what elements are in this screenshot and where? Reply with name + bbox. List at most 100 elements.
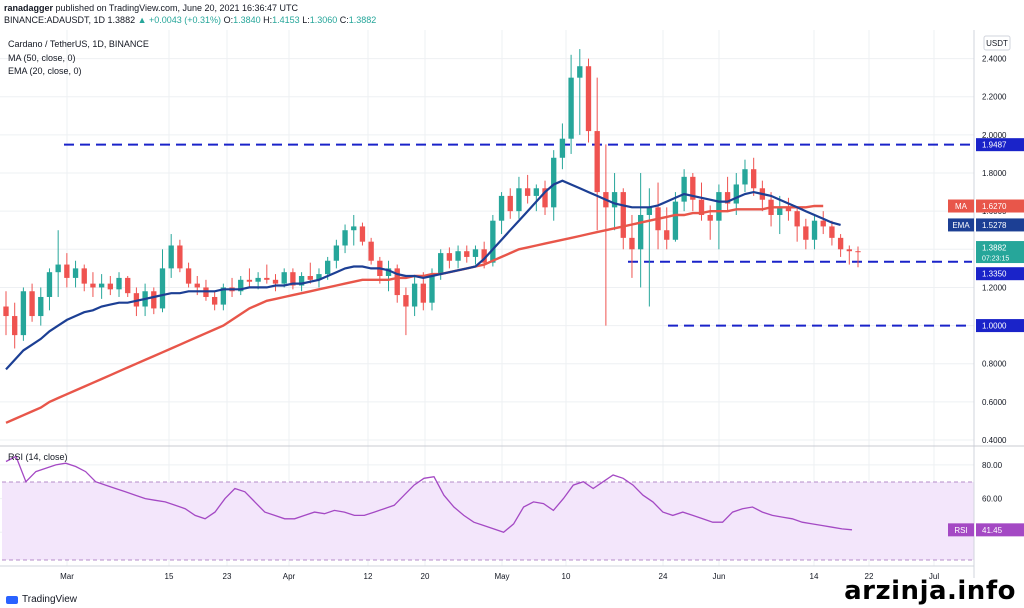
time-tick-label: 14 — [810, 572, 819, 581]
tradingview-logo[interactable]: TradingView — [6, 594, 77, 605]
ma-legend[interactable]: MA (50, close, 0) — [8, 53, 76, 63]
candle-body — [359, 226, 366, 242]
l-label: L: — [302, 15, 310, 25]
candle-body — [238, 279, 244, 292]
level2-tag-value: 1.3350 — [982, 270, 1007, 279]
candle-body — [394, 268, 400, 296]
candle-body — [194, 283, 200, 288]
candle-body — [446, 253, 453, 261]
time-axis[interactable]: Mar 15 23 Apr 12 20 May 10 24 Jun 14 22 Jul — [60, 572, 939, 581]
price-tag-bg — [976, 241, 1024, 264]
price-tick-label: 0.8000 — [982, 360, 1007, 369]
rsi-legend[interactable]: RSI (14, close) — [8, 452, 68, 462]
close-value: 1.3882 — [348, 15, 377, 25]
candle-body — [855, 251, 861, 253]
candle-body — [559, 138, 566, 158]
candle-body — [20, 291, 27, 336]
candle-body — [751, 169, 757, 189]
ma-tag-value: 1.6270 — [982, 202, 1007, 211]
level1-tag-value: 1.9487 — [982, 141, 1007, 150]
time-tick-label: Jul — [929, 572, 939, 581]
candle-body — [125, 277, 131, 294]
candle-body — [185, 268, 192, 284]
time-tick-label: 10 — [562, 572, 571, 581]
price-tick-label: 0.4000 — [982, 436, 1007, 445]
level3-tag-value: 1.0000 — [982, 322, 1007, 331]
publisher-name[interactable]: ranadagger — [4, 3, 54, 13]
candle-body — [438, 253, 444, 275]
candle-body — [325, 260, 331, 275]
ema-legend[interactable]: EMA (20, close, 0) — [8, 66, 82, 76]
change: ▲ +0.0043 (+0.31%) — [137, 15, 222, 25]
candle-body — [611, 192, 618, 208]
candle-body — [498, 195, 505, 221]
publish-info: ranadagger published on TradingView.com,… — [4, 3, 298, 13]
candle-body — [829, 226, 835, 238]
candle-body — [307, 276, 313, 280]
candle-body — [620, 192, 626, 238]
candle-body — [490, 220, 496, 263]
candle-body — [316, 274, 322, 280]
symbol-legend[interactable]: Cardano / TetherUS, 1D, BINANCE — [8, 39, 149, 49]
time-tick-label: 15 — [165, 572, 174, 581]
candle-body — [90, 283, 96, 288]
publish-date: published on TradingView.com, June 20, 2… — [55, 3, 299, 13]
o-label: O: — [223, 15, 234, 25]
level1-tag-bg — [976, 138, 1024, 152]
candle-body — [159, 268, 166, 309]
candle-body — [472, 249, 479, 257]
candle-body — [551, 157, 557, 208]
low-value: 1.3060 — [309, 15, 338, 25]
candle-body — [524, 188, 531, 196]
candle-body — [507, 195, 513, 212]
candle-body — [455, 251, 461, 261]
price-tag-value: 1.3882 — [982, 244, 1007, 253]
time-tick-label: 12 — [364, 572, 373, 581]
time-tick-label: May — [494, 572, 509, 581]
candle-body — [107, 283, 113, 290]
candle-body — [298, 276, 305, 286]
candle-body — [98, 283, 105, 288]
candle-body — [255, 277, 261, 282]
candle-body — [681, 176, 687, 202]
candle-body — [811, 220, 818, 240]
ohlc-bar: BINANCE:ADAUSDT, 1D 1.3882 ▲ +0.0043 (+0… — [4, 15, 376, 25]
candle-body — [420, 283, 426, 303]
c-label: C: — [339, 15, 349, 25]
time-tick-label: 20 — [421, 572, 430, 581]
candle-body — [664, 230, 670, 240]
candle-body — [794, 211, 800, 227]
candle-body — [733, 184, 739, 204]
candle-body — [220, 287, 227, 305]
time-tick-label: 24 — [659, 572, 668, 581]
price-tick-label: 2.4000 — [982, 55, 1007, 64]
candle-body — [542, 188, 548, 208]
candle-body — [116, 277, 122, 290]
axis-tags: 1.9487 MA 1.6270 EMA 1.5278 1.3882 07:23:15 1.3… — [948, 138, 1024, 537]
ma-tag-bg — [976, 199, 1024, 213]
tradingview-brand: TradingView — [22, 594, 78, 605]
candle-body — [637, 214, 644, 250]
candle-body — [785, 207, 792, 212]
high-value: 1.4153 — [272, 15, 300, 25]
time-tick-label: Jun — [713, 572, 726, 581]
candle-body — [846, 249, 852, 252]
candle-body — [3, 306, 9, 317]
candle-body — [272, 279, 279, 284]
candle-body — [568, 77, 574, 139]
candle-body — [38, 296, 44, 317]
candle-body — [698, 199, 705, 215]
rsi-band — [2, 482, 974, 560]
candle-body — [672, 201, 679, 240]
candle-body — [385, 268, 392, 276]
candle-body — [707, 214, 713, 221]
currency-badge[interactable] — [983, 35, 1011, 51]
candle-body — [481, 249, 487, 263]
price-tick-label: 0.6000 — [982, 398, 1007, 407]
candle-body — [464, 251, 470, 257]
ma-tag-label: MA — [955, 202, 968, 211]
ticker: BINANCE:ADAUSDT, 1D — [4, 15, 106, 25]
ema-tag-label: EMA — [952, 221, 970, 230]
time-tick-label: 23 — [223, 572, 232, 581]
